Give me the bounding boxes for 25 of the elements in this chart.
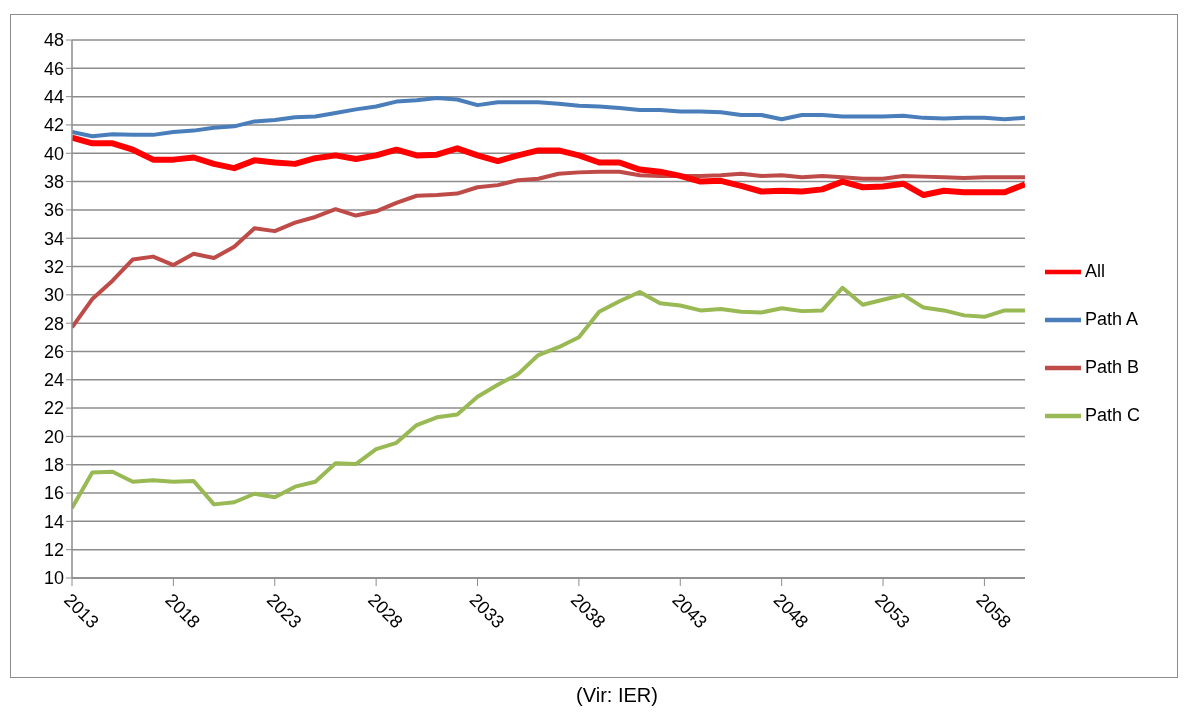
y-tick-label: 12	[43, 540, 64, 561]
y-tick-label: 24	[43, 370, 64, 391]
y-tick-label: 22	[43, 398, 64, 419]
y-tick-label: 16	[43, 483, 64, 504]
legend-label: Path A	[1084, 309, 1139, 329]
y-tick-label: 30	[43, 285, 64, 306]
y-tick-label: 10	[43, 568, 64, 589]
y-tick-label: 26	[43, 341, 64, 362]
y-tick-label: 28	[43, 313, 64, 334]
y-tick-label: 48	[43, 30, 64, 51]
y-tick-label: 20	[43, 426, 64, 447]
legend-label: Path B	[1084, 357, 1140, 377]
y-tick-label: 32	[43, 256, 64, 277]
y-tick-label: 18	[43, 455, 64, 476]
y-tick-label: 14	[43, 511, 64, 532]
y-tick-label: 38	[43, 171, 64, 192]
y-tick-label: 34	[43, 228, 64, 249]
legend-label: Path C	[1084, 405, 1140, 425]
y-tick-label: 42	[43, 115, 64, 136]
legend-label: All	[1084, 261, 1105, 281]
y-tick-label: 46	[43, 58, 64, 79]
y-tick-label: 44	[43, 87, 64, 108]
text: (Vir: IER)	[575, 684, 659, 707]
y-tick-label: 36	[43, 200, 64, 221]
y-tick-label: 40	[43, 143, 64, 164]
